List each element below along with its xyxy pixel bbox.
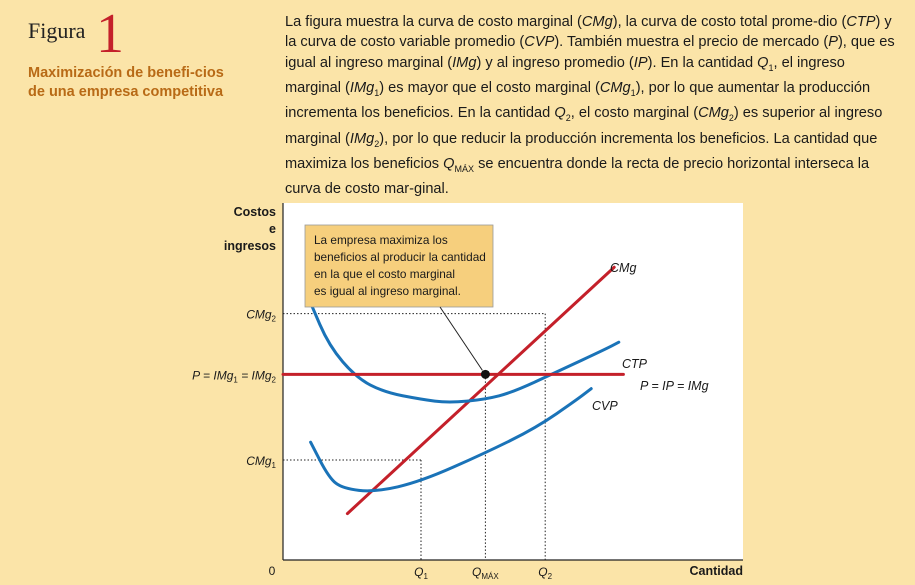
intersection-point xyxy=(480,369,490,379)
figure-label: Figura xyxy=(28,18,86,43)
y-axis-label-0: Costos xyxy=(234,205,276,219)
x-tick-label-2: Q2 xyxy=(538,565,552,581)
annotation-line-2: en la que el costo marginal xyxy=(314,267,455,281)
caption-part-21: ), por lo que aumentar la producción inc… xyxy=(285,80,871,122)
caption-part-11: IP xyxy=(633,54,648,71)
y-tick-label-0: CMg2 xyxy=(246,308,276,324)
annotation-pointer xyxy=(439,306,483,371)
caption-part-26: 2 xyxy=(728,113,734,124)
caption-part-7: P xyxy=(828,34,838,51)
caption-part-16: IMg xyxy=(349,80,375,97)
caption-part-2: ), la curva de costo total prome-dio ( xyxy=(612,14,847,30)
x-tick-label-0: Q1 xyxy=(414,565,428,581)
caption-part-15: , el ingreso marginal ( xyxy=(285,54,845,97)
caption-part-12: ). En la cantidad xyxy=(647,54,758,71)
caption-part-4: ) y la curva de costo variable promedio … xyxy=(285,14,892,51)
caption-part-31: Q xyxy=(443,156,455,173)
caption-part-5: CVP xyxy=(524,34,555,51)
caption-part-24: , el costo marginal ( xyxy=(570,105,699,122)
y-tick-label-2: CMg1 xyxy=(246,454,276,470)
series-2-label: CVP xyxy=(592,399,618,413)
caption-part-30: ), por lo que reducir la producción incr… xyxy=(285,130,878,173)
annotation-line-3: es igual al ingreso marginal. xyxy=(314,284,461,298)
series-0-label: CMg xyxy=(610,261,636,275)
caption-part-3: CTP xyxy=(846,14,876,30)
caption-part-20: 1 xyxy=(630,88,636,99)
figure-title: Maximización de benefi-cios de una empre… xyxy=(28,65,224,100)
figure-caption: La figura muestra la curva de costo marg… xyxy=(285,12,900,200)
annotation-line-1: beneficios al producir la cantidad xyxy=(314,250,486,264)
caption-part-33: se encuentra donde la recta de precio ho… xyxy=(285,156,870,198)
caption-part-6: ). También muestra el precio de mercado … xyxy=(554,34,829,51)
x-tick-label-1: QMÁX xyxy=(472,565,499,581)
caption-part-1: CMg xyxy=(581,14,613,30)
caption-part-14: 1 xyxy=(768,62,774,73)
y-axis-label-1: e xyxy=(269,222,276,236)
series-3-label: P = IP = IMg xyxy=(640,379,709,393)
caption-part-0: La figura muestra la curva de costo marg… xyxy=(285,14,582,30)
caption-part-28: IMg xyxy=(349,130,375,147)
annotation-line-0: La empresa maximiza los xyxy=(314,233,448,247)
origin-label: 0 xyxy=(269,564,276,578)
caption-part-18: ) es mayor que el costo marginal ( xyxy=(379,80,600,97)
y-axis-label-2: ingresos xyxy=(224,239,276,253)
caption-part-27: ) es superior al ingreso marginal ( xyxy=(285,105,883,147)
caption-part-29: 2 xyxy=(374,138,380,149)
series-0-line xyxy=(345,265,616,516)
caption-part-17: 1 xyxy=(374,88,380,99)
series-2-line xyxy=(309,387,593,493)
figure-number: 1 xyxy=(96,3,124,65)
caption-part-23: 2 xyxy=(565,113,571,124)
caption-part-10: ) y al ingreso promedio ( xyxy=(476,54,634,71)
annotation-box xyxy=(304,224,494,308)
caption-part-32: MÁX xyxy=(454,163,475,174)
y-tick-label-1: P = IMg1 = IMg2 xyxy=(192,368,276,384)
caption-part-13: Q xyxy=(757,54,769,71)
caption-part-19: CMg xyxy=(599,80,631,97)
x-axis-label: Cantidad xyxy=(690,564,743,578)
caption-part-8: ), que es igual al ingreso marginal ( xyxy=(285,34,895,71)
caption-part-25: CMg xyxy=(698,105,729,122)
caption-part-22: Q xyxy=(554,105,566,122)
caption-part-9: IMg xyxy=(452,54,477,71)
series-1-label: CTP xyxy=(622,357,648,371)
